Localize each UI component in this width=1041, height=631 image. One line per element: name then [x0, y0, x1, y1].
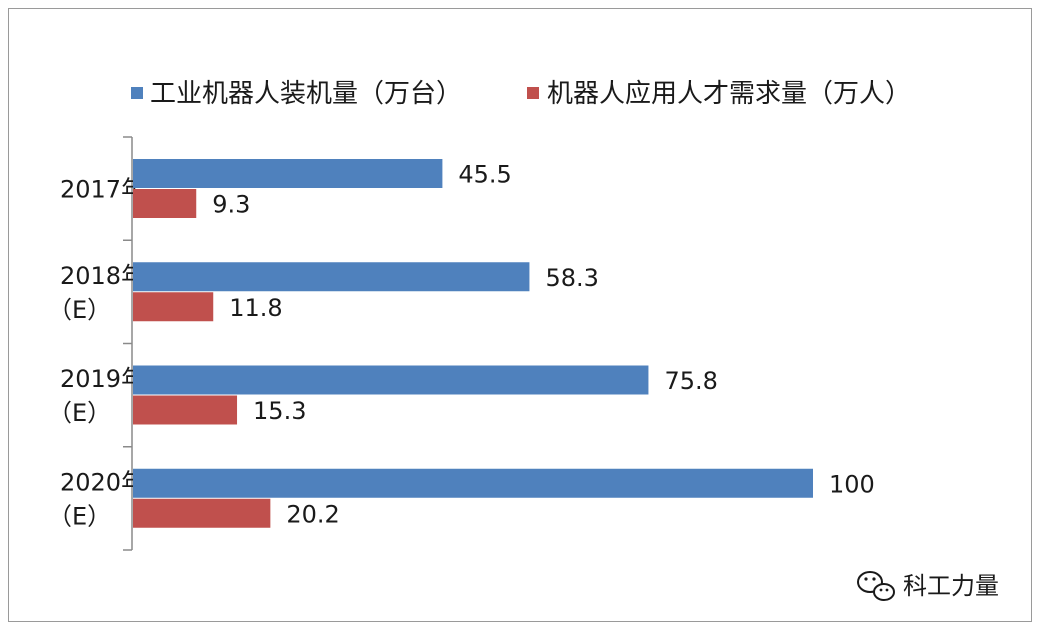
legend-label-2: 机器人应用人才需求量（万人） — [547, 79, 911, 109]
legend-swatch-1 — [131, 87, 143, 99]
bar-series-2 — [133, 189, 197, 218]
value-label: 58.3 — [545, 264, 598, 292]
value-label: 9.3 — [212, 191, 250, 219]
watermark-text: 科工力量 — [903, 572, 999, 600]
category-label: 2017年 — [60, 176, 145, 204]
legend-swatch-2 — [527, 87, 539, 99]
category-label: 2018年 — [60, 262, 145, 290]
legend: 工业机器人装机量（万台） 机器人应用人才需求量（万人） — [131, 79, 911, 109]
bar-series-2 — [133, 292, 214, 322]
watermark: 科工力量 — [857, 571, 999, 601]
category-label: （E） — [48, 399, 111, 427]
value-label: 100 — [829, 470, 875, 498]
wechat-icon — [857, 571, 895, 601]
bar-series-2 — [133, 498, 271, 528]
bar-series-1 — [133, 159, 443, 188]
legend-label-1: 工业机器人装机量（万台） — [150, 79, 462, 109]
value-label: 45.5 — [458, 161, 511, 189]
value-label: 15.3 — [253, 397, 306, 425]
value-label: 11.8 — [229, 294, 282, 322]
bar-series-2 — [133, 395, 238, 425]
value-label: 20.2 — [286, 500, 339, 528]
value-labels: 45.5 58.3 75.8 100 9.3 11.8 15.3 20.2 — [212, 161, 875, 529]
bar-series-1 — [133, 262, 530, 292]
bar-series-1 — [133, 365, 649, 395]
category-axis: 2017年 2018年 （E） 2019年 （E） 2020年 （E） — [48, 136, 145, 551]
bars — [133, 159, 813, 528]
value-label: 75.8 — [664, 367, 717, 395]
category-label: 2019年 — [60, 365, 145, 393]
category-label: （E） — [48, 502, 111, 530]
bar-series-1 — [133, 468, 813, 498]
category-label: 2020年 — [60, 468, 145, 496]
category-label: （E） — [48, 296, 111, 324]
